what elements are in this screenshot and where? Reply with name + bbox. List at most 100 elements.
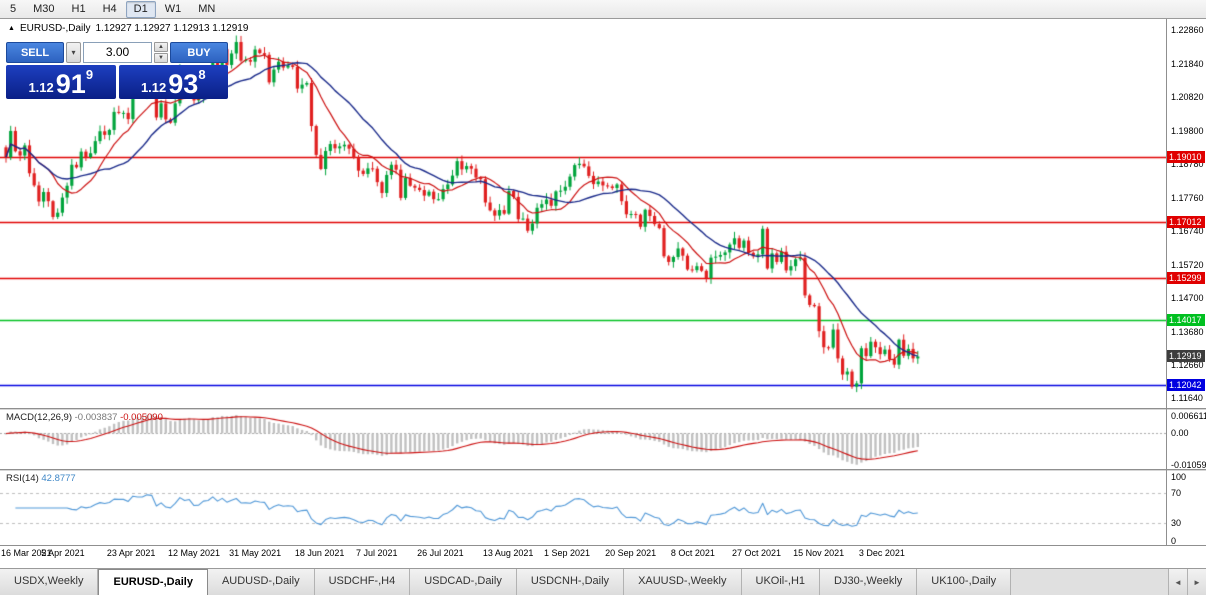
sell-price-big: 91 (55, 69, 86, 99)
macd-indicator-label: MACD(12,26,9) -0.003837 -0.005090 (6, 412, 163, 423)
chart-ohlc-values: 1.12927 1.12927 1.12913 1.12919 (95, 23, 249, 34)
chart-tab-usdchf-h4[interactable]: USDCHF-,H4 (314, 569, 411, 595)
macd-main-value: -0.003837 (74, 412, 118, 423)
volume-input[interactable]: 3.00 (83, 42, 152, 63)
date-label: 1 Sep 2021 (544, 548, 591, 558)
rsi-axis-label: 100 (1171, 472, 1187, 482)
price-tag-1.15299: 1.15299 (1167, 272, 1205, 285)
price-axis-label: 1.16740 (1171, 226, 1204, 237)
date-axis[interactable]: 16 Mar 2021 5 Apr 2021 23 Apr 2021 12 May 2… (0, 546, 1206, 568)
timeframe-m30[interactable]: M30 (33, 2, 55, 15)
date-label: 26 Jul 2021 (417, 548, 464, 558)
price-axis[interactable]: 1.22860 1.21840 1.20820 1.19800 1.18780 1.177… (1166, 0, 1206, 568)
buy-price-prefix: 1.12 (140, 80, 167, 95)
tabs-scroll-right-button[interactable]: ► (1187, 569, 1206, 595)
pane-separator[interactable] (0, 469, 1206, 471)
rsi-value: 42.8777 (41, 473, 76, 484)
timeframe-d1[interactable]: D1 (125, 0, 156, 18)
date-label: 12 May 2021 (168, 548, 221, 558)
price-axis-label: 1.12660 (1171, 359, 1204, 370)
price-tag-1.12919: 1.12919 (1167, 350, 1205, 363)
chart-tab-bar: USDX,Weekly EURUSD-,Daily AUDUSD-,Daily USD… (0, 568, 1206, 595)
rsi-axis-label: 70 (1171, 488, 1182, 499)
price-axis-label: 1.17760 (1171, 192, 1204, 203)
date-label: 8 Oct 2021 (670, 548, 715, 558)
date-label: 5 Apr 2021 (41, 548, 85, 558)
chart-symbol-label: EURUSD-,Daily (19, 23, 91, 34)
price-axis-label: 1.21840 (1171, 58, 1204, 69)
price-axis-label: 1.19800 (1171, 125, 1204, 136)
price-axis-label: 1.22860 (1171, 25, 1204, 36)
rsi-name: RSI(14) (6, 473, 39, 484)
chart-tab-eurusd-daily[interactable]: EURUSD-,Daily (98, 569, 208, 595)
pane-separator[interactable] (0, 408, 1206, 410)
volume-stepper: ▲ ▼ (154, 42, 168, 63)
date-axis-border (0, 545, 1206, 546)
chart-tabs: USDX,Weekly EURUSD-,Daily AUDUSD-,Daily USD… (0, 569, 1012, 595)
price-axis-label: 1.11640 (1171, 393, 1203, 404)
sell-price-display[interactable]: 1.12 91 9 (6, 65, 116, 99)
rsi-pane-canvas[interactable] (0, 471, 1166, 545)
chart-tab-uk100-daily[interactable]: UK100-,Daily (917, 569, 1012, 595)
price-axis-label: 1.15720 (1171, 259, 1204, 270)
macd-axis-label: -0.010590 (1171, 460, 1206, 471)
buy-price-display[interactable]: 1.12 93 8 (118, 65, 228, 99)
tabs-scroll-left-button[interactable]: ◄ (1168, 569, 1187, 595)
timeframe-h4[interactable]: H4 (102, 2, 117, 15)
price-axis-border (1166, 19, 1167, 546)
date-label: 31 May 2021 (229, 548, 282, 558)
price-tag-1.17012: 1.17012 (1167, 216, 1205, 229)
date-label: 23 Apr 2021 (106, 548, 156, 558)
price-axis-label: 1.18780 (1171, 159, 1204, 170)
rsi-indicator-label: RSI(14) 42.8777 (6, 473, 76, 484)
chart-ohlc-header: ▲ EURUSD-,Daily 1.12927 1.12927 1.12913 … (8, 23, 248, 34)
date-label: 27 Oct 2021 (732, 548, 782, 558)
timeframe-toolbar: 5 M30 H1 H4 D1 W1 MN (0, 0, 1206, 19)
buy-price-pip: 8 (198, 67, 206, 82)
tab-scroll-arrows: ◄ ► (1168, 569, 1206, 595)
buy-button[interactable]: BUY (170, 42, 228, 63)
rsi-axis-label: 0 (1171, 536, 1177, 546)
price-axis-label: 1.20820 (1171, 92, 1204, 103)
timeframe-buttons: 5 M30 H1 H4 D1 W1 MN (2, 0, 224, 18)
chart-tab-ukoil-h1[interactable]: UKOil-,H1 (741, 569, 821, 595)
date-label: 20 Sep 2021 (605, 548, 657, 558)
chart-tab-usdx-weekly[interactable]: USDX,Weekly (0, 569, 99, 595)
timeframe-h1[interactable]: H1 (71, 2, 86, 15)
macd-name: MACD(12,26,9) (6, 412, 72, 423)
date-label: 16 Mar 2021 (1, 548, 52, 558)
rsi-axis-label: 30 (1171, 517, 1182, 528)
macd-axis-label: 0.006611 (1171, 411, 1206, 421)
volume-increase-button[interactable]: ▲ (154, 42, 168, 52)
macd-axis-label: 0.00 (1171, 428, 1189, 439)
sell-button[interactable]: SELL (6, 42, 64, 63)
sell-price-pip: 9 (85, 67, 94, 82)
timeframe-mn[interactable]: MN (198, 2, 216, 15)
date-label: 7 Jul 2021 (356, 548, 398, 558)
buy-price-big: 93 (168, 69, 199, 99)
chart-tab-usdcad-daily[interactable]: USDCAD-,Daily (410, 569, 517, 595)
volume-dropdown-button[interactable]: ▾ (66, 42, 81, 63)
price-axis-label: 1.14700 (1171, 293, 1204, 304)
date-label: 3 Dec 2021 (858, 548, 905, 558)
date-label: 18 Jun 2021 (294, 548, 345, 558)
chart-tab-usdcnh-daily[interactable]: USDCNH-,Daily (516, 569, 625, 595)
volume-decrease-button[interactable]: ▼ (154, 53, 168, 63)
sell-price-prefix: 1.12 (28, 80, 54, 95)
macd-pane-canvas[interactable] (0, 410, 1166, 469)
price-tag-1.19010: 1.19010 (1167, 150, 1205, 163)
price-axis-label: 1.13680 (1171, 326, 1204, 337)
timeframe-w1[interactable]: W1 (164, 2, 182, 15)
chevron-down-icon: ▾ (71, 48, 76, 57)
price-tag-1.12042: 1.12042 (1167, 379, 1205, 392)
macd-signal-value: -0.005090 (120, 412, 163, 423)
chart-tab-xauusd-weekly[interactable]: XAUUSD-,Weekly (624, 569, 742, 595)
collapse-panel-icon[interactable]: ▲ (8, 25, 15, 32)
date-label: 15 Nov 2021 (793, 548, 845, 558)
one-click-trading-panel: SELL ▾ 3.00 ▲ ▼ BUY 1.12 91 9 1.12 93 8 (6, 42, 228, 99)
timeframe-5[interactable]: 5 (10, 2, 17, 15)
date-label: 13 Aug 2021 (482, 548, 534, 558)
chart-tab-dj30-weekly[interactable]: DJ30-,Weekly (820, 569, 918, 595)
chart-tab-audusd-daily[interactable]: AUDUSD-,Daily (207, 569, 315, 595)
price-tag-1.14017: 1.14017 (1167, 314, 1205, 327)
